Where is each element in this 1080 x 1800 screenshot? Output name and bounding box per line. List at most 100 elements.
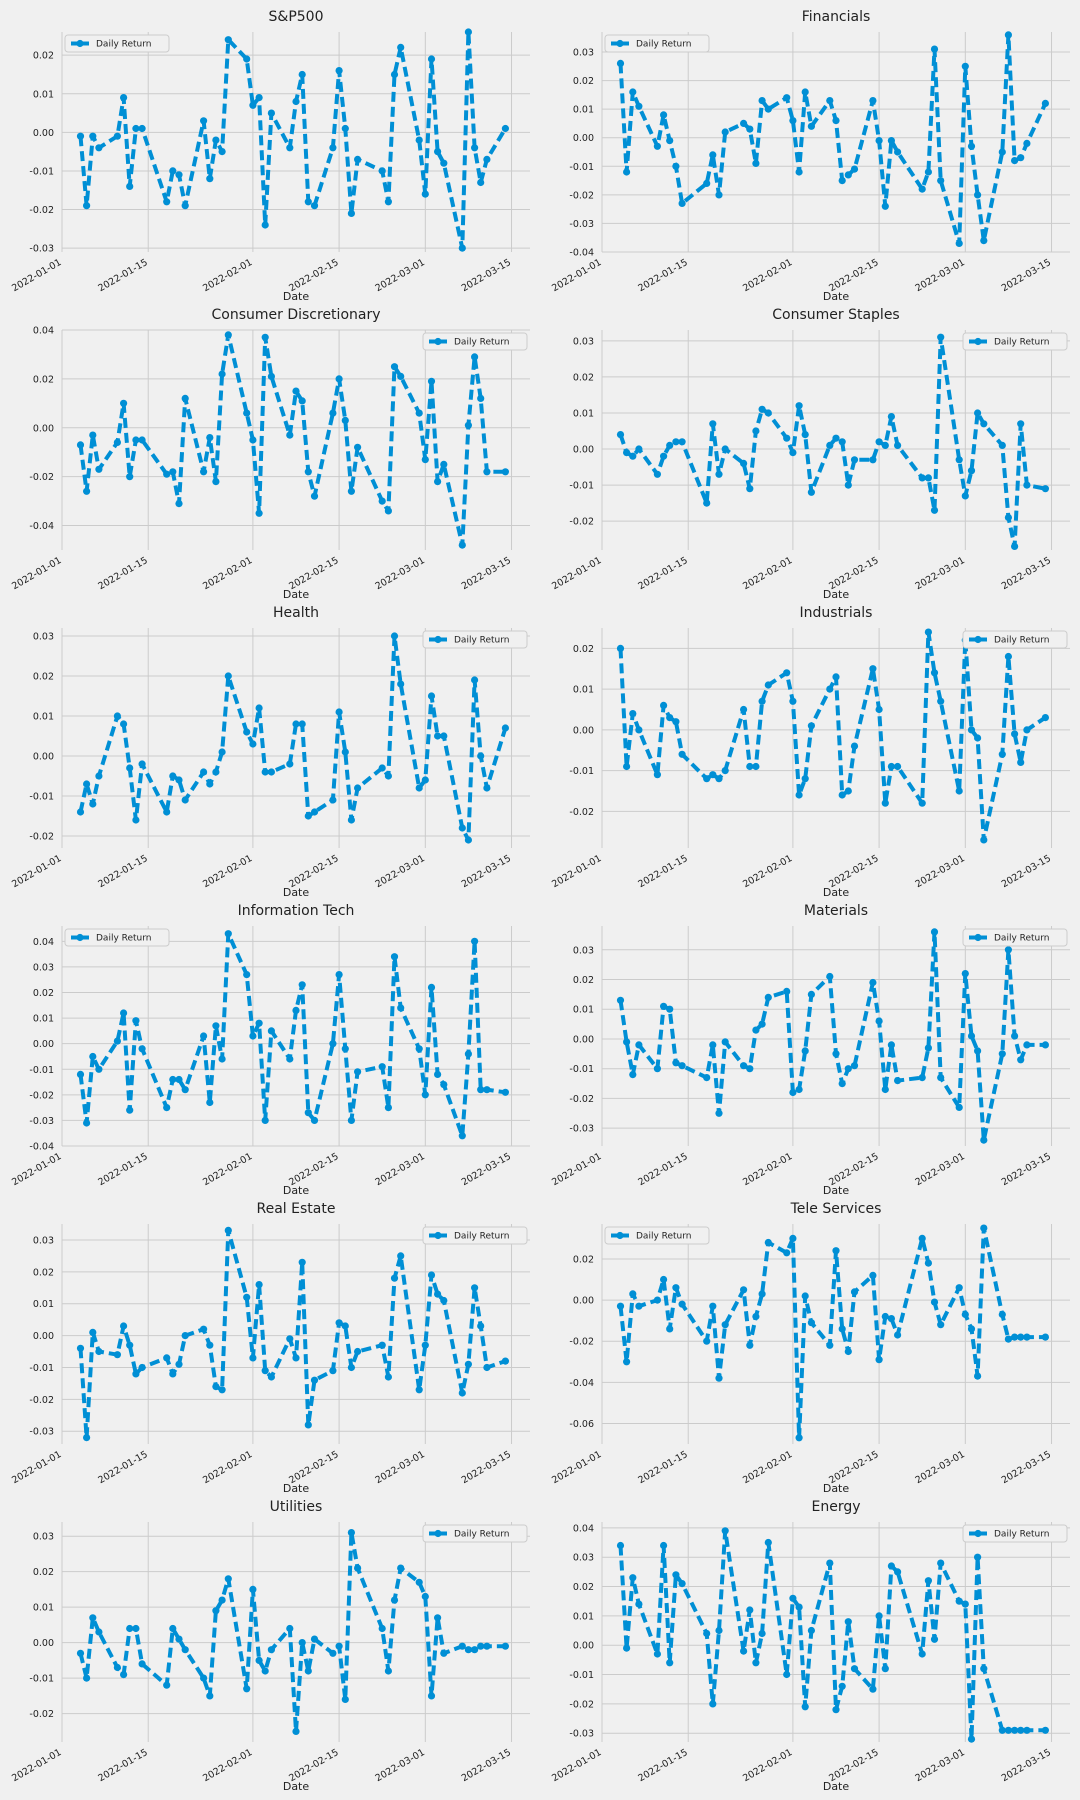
data-point — [746, 762, 754, 771]
data-point — [850, 1062, 859, 1070]
data-point — [163, 808, 171, 816]
data-point — [415, 784, 423, 792]
y-tick-label: 0.00 — [573, 1296, 594, 1307]
legend-label: Daily Return — [96, 40, 152, 50]
legend-swatch-marker — [434, 1529, 442, 1538]
data-point — [660, 452, 668, 460]
data-point — [243, 1293, 251, 1301]
x-tick-label: 2022-01-15 — [636, 1449, 689, 1486]
data-point — [746, 125, 754, 133]
data-point — [721, 1038, 729, 1046]
y-tick-label: -0.01 — [569, 481, 594, 492]
data-point — [850, 1665, 859, 1673]
data-point — [980, 1665, 988, 1673]
x-tick-label: 2022-01-01 — [550, 1449, 603, 1486]
x-tick-label: 2022-01-15 — [636, 1747, 689, 1784]
data-point — [181, 202, 189, 210]
data-point — [243, 728, 251, 736]
data-point — [335, 971, 343, 979]
x-tick-label: 2022-02-15 — [827, 1449, 880, 1486]
data-point — [415, 1045, 423, 1053]
data-point — [397, 1004, 405, 1012]
data-point — [850, 742, 859, 750]
legend: Daily Return — [962, 1524, 1068, 1543]
data-point — [212, 768, 220, 776]
y-tick-label: -0.03 — [569, 1124, 594, 1135]
data-point — [955, 1284, 963, 1292]
data-point — [206, 1692, 214, 1700]
chart-svg-information-tech: Information Tech -0.04 -0.03 -0.02 -0.01 0.00… — [10, 903, 530, 1197]
y-tick-label: 0.00 — [573, 445, 594, 456]
data-point — [850, 456, 859, 464]
data-point — [138, 124, 146, 133]
y-tick-label: 0.02 — [33, 1267, 54, 1278]
data-point — [347, 1363, 355, 1372]
data-point — [635, 726, 643, 734]
data-point — [955, 1103, 963, 1111]
legend-box — [604, 34, 710, 53]
data-point — [758, 405, 766, 413]
legend-label: Daily Return — [454, 338, 510, 348]
chart-title: Real Estate — [257, 1201, 336, 1217]
data-point — [832, 1706, 840, 1714]
data-point — [310, 1116, 319, 1124]
data-point — [653, 1650, 661, 1658]
y-tick-label: -0.02 — [569, 807, 594, 818]
data-point — [397, 43, 405, 52]
data-point — [458, 1132, 466, 1140]
data-point — [304, 1667, 312, 1675]
data-point — [666, 1659, 674, 1667]
data-point — [887, 1315, 895, 1323]
data-point — [249, 101, 257, 109]
data-point — [789, 1594, 797, 1602]
chart-svg-consumer-staples: Consumer Staples -0.02 -0.01 0.00 0.01 0.02 0.… — [550, 307, 1070, 601]
data-point — [1017, 154, 1025, 162]
data-point — [354, 1347, 362, 1356]
data-point — [764, 1538, 772, 1547]
x-tick-label: 2022-01-01 — [10, 257, 63, 294]
series-line — [618, 630, 1047, 842]
x-tick-label: 2022-02-01 — [741, 1747, 794, 1784]
data-point — [471, 1646, 479, 1654]
data-point — [1011, 730, 1019, 738]
data-point — [869, 978, 877, 987]
data-point — [789, 697, 797, 705]
data-point — [335, 1642, 343, 1650]
data-point — [471, 937, 479, 945]
data-point — [329, 1040, 337, 1048]
y-tick-label: -0.02 — [569, 517, 594, 528]
data-point — [918, 474, 926, 482]
data-point — [660, 701, 668, 709]
data-point — [113, 1663, 121, 1672]
chart-title: Consumer Staples — [772, 307, 899, 323]
y-tick-label: 0.00 — [33, 128, 54, 139]
data-point — [298, 1639, 306, 1647]
data-point — [200, 117, 208, 125]
data-point — [703, 775, 711, 783]
data-point — [132, 1624, 140, 1633]
y-tick-label: 0.02 — [33, 988, 54, 999]
data-point — [826, 685, 834, 693]
data-point — [120, 1671, 128, 1679]
data-point — [616, 1541, 625, 1550]
series-line — [78, 1530, 506, 1734]
data-point — [998, 1726, 1006, 1734]
data-point — [807, 1626, 815, 1635]
y-tick-label: 0.00 — [33, 1039, 54, 1050]
data-point — [1004, 513, 1012, 522]
data-point — [113, 438, 121, 446]
data-point — [113, 132, 121, 140]
data-point — [464, 28, 472, 36]
data-point — [464, 1050, 472, 1058]
x-tick-label: 2022-02-15 — [827, 555, 880, 592]
data-point — [243, 409, 251, 417]
data-point — [304, 468, 312, 476]
series-line — [78, 931, 506, 1138]
data-point — [458, 1389, 466, 1397]
data-point — [1023, 726, 1031, 734]
data-point — [678, 750, 686, 758]
data-point — [298, 70, 306, 79]
legend-box — [962, 332, 1068, 351]
data-point — [440, 732, 448, 740]
data-point — [678, 438, 686, 446]
